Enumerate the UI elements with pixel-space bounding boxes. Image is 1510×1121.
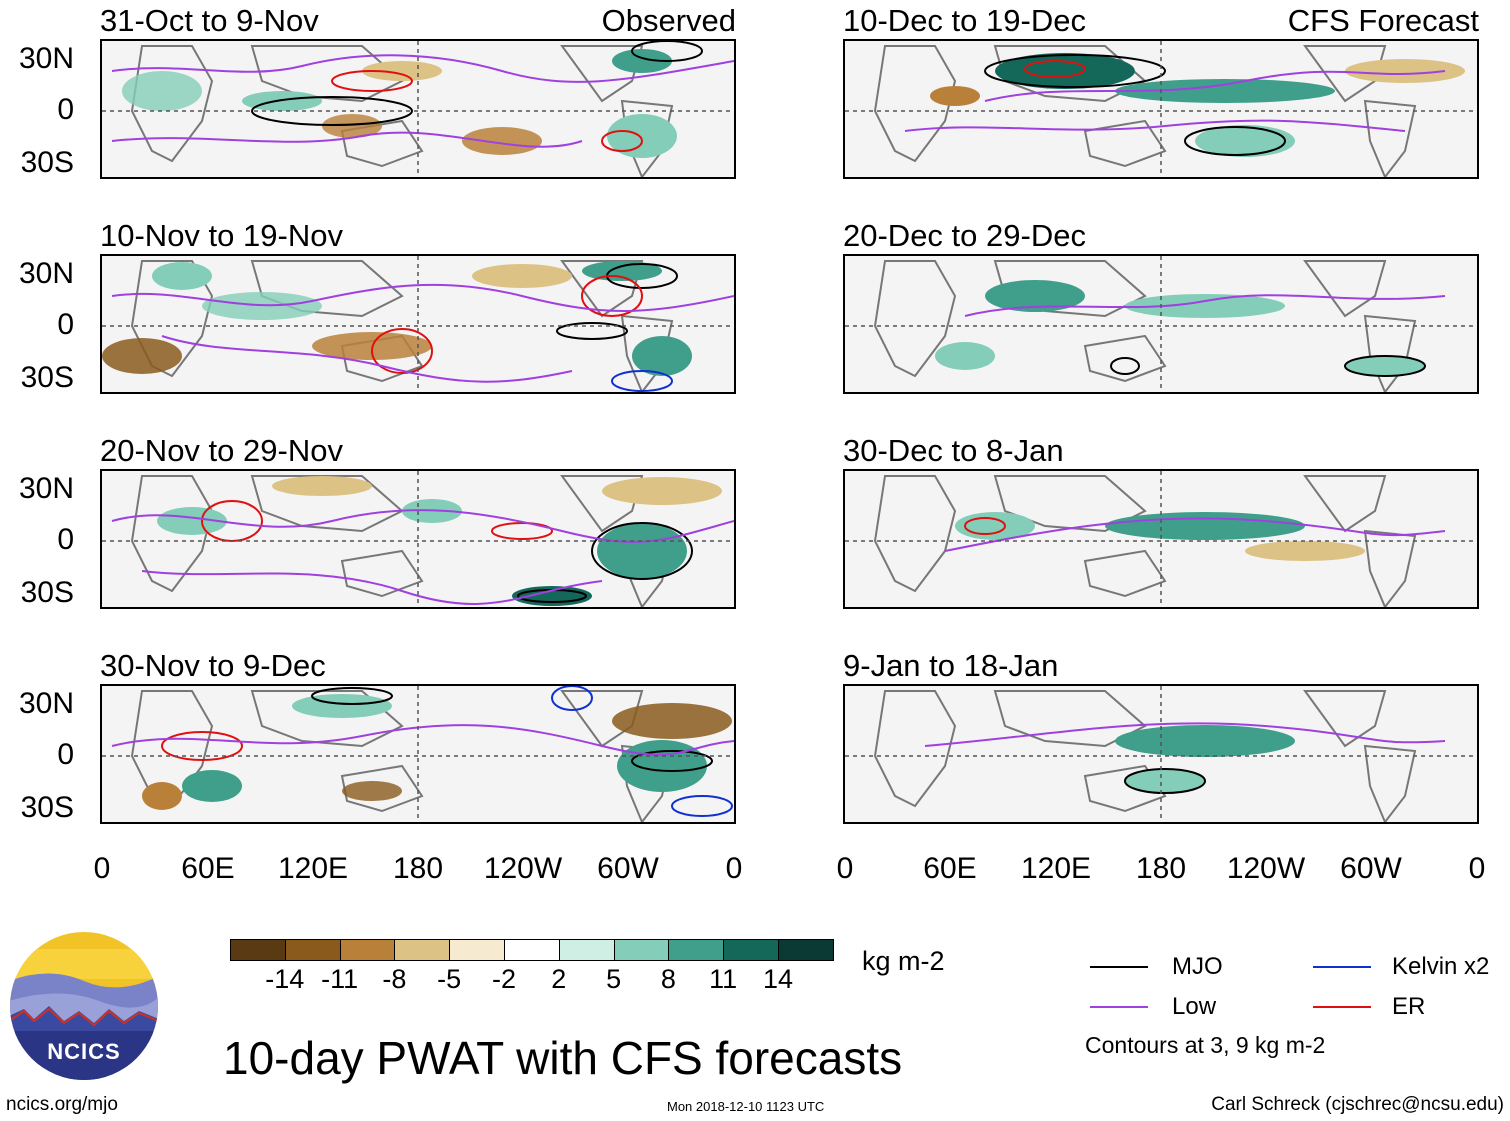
logo-image (10, 932, 158, 1080)
map-panel (843, 254, 1479, 394)
footer-credit: Carl Schreck (cjschrec@ncsu.edu) (1211, 1094, 1504, 1115)
colorbar-swatch (613, 939, 670, 961)
lon-label: 60W (1340, 852, 1402, 885)
colorbar-swatch (339, 939, 396, 961)
legend-label-kelvin: Kelvin x2 (1392, 953, 1490, 980)
lat-label: 0 (57, 523, 74, 556)
colorbar-label: 2 (551, 964, 567, 994)
figure-title: 10-day PWAT with CFS forecasts (223, 1032, 903, 1084)
colorbar-unit: kg m-2 (862, 946, 945, 976)
footer-timestamp: Mon 2018-12-10 1123 UTC (667, 1099, 825, 1114)
map-field (845, 471, 1477, 607)
panel-title: 31-Oct to 9-Nov (100, 3, 319, 38)
legend-line-mjo (1090, 966, 1148, 968)
colorbar-label: 8 (660, 964, 676, 994)
lon-label: 180 (1135, 852, 1187, 885)
lon-label: 60W (597, 852, 659, 885)
colorbar-label: 5 (606, 964, 622, 994)
lon-label: 120E (277, 852, 349, 885)
panel-title: 10-Nov to 19-Nov (100, 218, 343, 253)
colorbar-label: -11 (321, 964, 359, 994)
colorbar-label: -8 (382, 964, 407, 994)
colorbar-label: -5 (437, 964, 462, 994)
map-panel (100, 469, 736, 609)
map-panel (100, 39, 736, 179)
lon-label: 120W (483, 852, 563, 885)
colorbar-swatch (449, 939, 505, 961)
colorbar-swatch (723, 939, 779, 961)
panel-title: 20-Nov to 29-Nov (100, 433, 343, 468)
lon-label: 60E (923, 852, 977, 885)
legend-label-mjo: MJO (1172, 953, 1223, 980)
map-field (845, 256, 1477, 392)
map-panel (843, 684, 1479, 824)
lat-label: 30S (20, 146, 74, 179)
lat-label: 30S (20, 791, 74, 824)
legend-label-low: Low (1172, 993, 1217, 1020)
colorbar-label: 11 (709, 964, 738, 994)
colorbar-label: -2 (491, 964, 517, 994)
logo-text: NCICS (47, 1039, 121, 1064)
map-panel (100, 254, 736, 394)
map-field (102, 41, 734, 177)
colorbar-swatch (558, 939, 615, 961)
lat-label: 0 (57, 738, 74, 771)
panel-title: 30-Dec to 8-Jan (843, 433, 1064, 468)
observed-label: Observed (601, 3, 736, 38)
lon-label: 0 (1468, 852, 1486, 885)
forecast-label: CFS Forecast (1287, 3, 1479, 38)
panel-title: 30-Nov to 9-Dec (100, 648, 326, 683)
colorbar-swatch (668, 939, 725, 961)
map-field (845, 41, 1477, 177)
lon-label: 120W (1226, 852, 1306, 885)
map-panel (100, 684, 736, 824)
colorbar-label: -14 (265, 964, 305, 994)
legend-line-low (1090, 1006, 1148, 1008)
lat-label: 30S (20, 361, 74, 394)
lon-label: 0 (725, 852, 743, 885)
lat-label: 0 (57, 93, 74, 126)
lat-label: 30N (18, 687, 74, 720)
colorbar-swatch (284, 939, 341, 961)
map-panel (843, 39, 1479, 179)
lat-label: 0 (57, 308, 74, 341)
map-field (102, 471, 734, 607)
lat-label: 30N (18, 257, 74, 290)
colorbar-swatch (394, 939, 451, 961)
colorbar-swatch (504, 939, 560, 961)
footer-url[interactable]: ncics.org/mjo (6, 1094, 118, 1115)
map-field (102, 686, 734, 822)
legend-label-er: ER (1392, 993, 1426, 1020)
lon-label: 120E (1020, 852, 1092, 885)
colorbar-swatch (778, 939, 834, 961)
lat-label: 30N (18, 42, 74, 75)
map-panel (843, 469, 1479, 609)
legend-line-kelvin (1313, 966, 1371, 968)
legend-line-er (1313, 1006, 1371, 1008)
lon-label: 0 (836, 852, 854, 885)
lat-label: 30S (20, 576, 74, 609)
map-field (845, 686, 1477, 822)
ncics-logo: NCICS (9, 931, 159, 1081)
lon-label: 60E (181, 852, 235, 885)
map-field (102, 256, 734, 392)
legend-note: Contours at 3, 9 kg m-2 (1085, 1032, 1326, 1058)
panel-title: 9-Jan to 18-Jan (843, 648, 1059, 683)
lon-label: 0 (93, 852, 111, 885)
lon-label: 180 (392, 852, 444, 885)
colorbar-label: 14 (762, 964, 794, 994)
lat-label: 30N (18, 472, 74, 505)
panel-title: 10-Dec to 19-Dec (843, 3, 1086, 38)
panel-title: 20-Dec to 29-Dec (843, 218, 1086, 253)
colorbar-swatch (230, 939, 286, 961)
